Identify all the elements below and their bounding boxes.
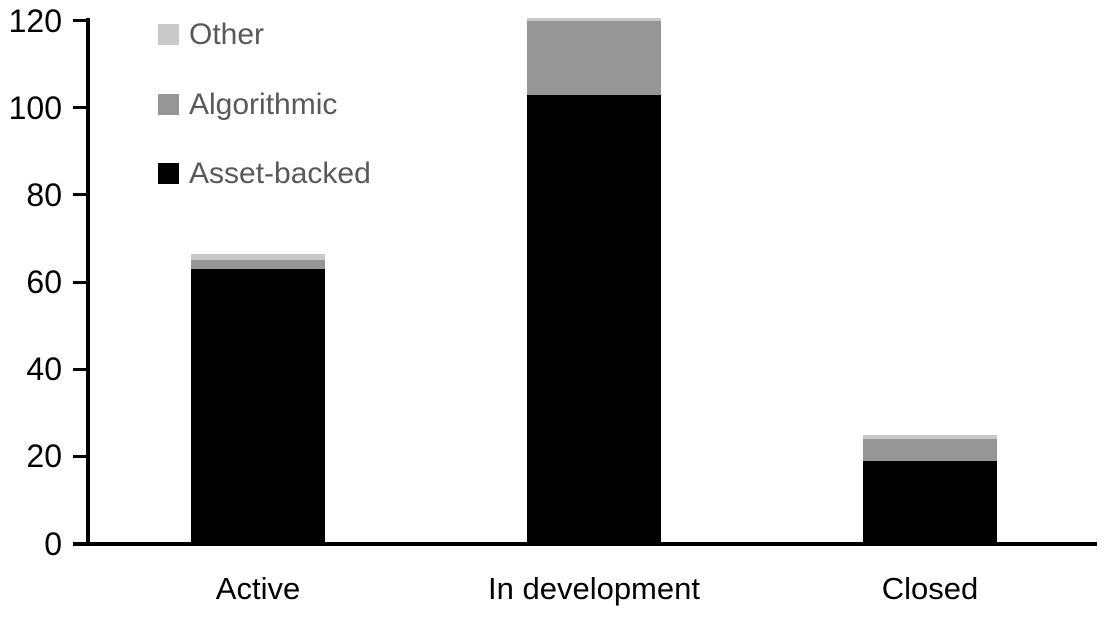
x-axis-label-closed: Closed <box>881 571 979 606</box>
legend-label-algorithmic: Algorithmic <box>189 87 338 121</box>
y-axis-tick-label: 100 <box>8 89 62 126</box>
y-axis-tick <box>73 106 86 110</box>
bar-segment-other-in-development <box>527 18 661 21</box>
y-axis-tick-label: 0 <box>44 525 62 562</box>
y-axis-line <box>86 18 90 546</box>
bar-segment-asset-backed-active <box>191 268 325 544</box>
bar-segment-algorithmic-active <box>191 260 325 269</box>
legend-label-other: Other <box>189 18 265 51</box>
x-axis-label-active: Active <box>215 571 301 606</box>
legend-item-other: Other <box>158 18 265 51</box>
x-axis-line <box>73 542 1097 546</box>
legend-swatch-algorithmic-icon <box>158 93 179 115</box>
legend-item-asset-backed: Asset-backed <box>158 157 371 190</box>
y-axis-tick <box>73 367 86 371</box>
bar-segment-asset-backed-closed <box>863 460 997 544</box>
y-axis-tick <box>73 19 86 23</box>
y-axis-tick-label: 20 <box>26 438 62 475</box>
bar-segment-other-closed <box>863 434 997 439</box>
legend-swatch-asset-backed-icon <box>158 163 179 184</box>
bar-segment-algorithmic-in-development <box>527 20 661 95</box>
x-axis-label-in-development: In development <box>488 571 700 606</box>
legend-item-algorithmic: Algorithmic <box>158 87 338 121</box>
legend-swatch-other-icon <box>158 24 179 45</box>
bar-segment-algorithmic-closed <box>863 438 997 461</box>
y-axis-tick-label: 120 <box>8 2 62 39</box>
y-axis-tick-label: 60 <box>26 264 62 301</box>
legend-label-asset-backed: Asset-backed <box>189 157 371 190</box>
y-axis-tick <box>73 193 86 197</box>
y-axis-tick <box>73 454 86 458</box>
y-axis-tick <box>73 280 86 284</box>
y-axis-tick-label: 40 <box>26 351 62 388</box>
bar-segment-other-active <box>191 253 325 261</box>
bar-segment-asset-backed-in-development <box>527 94 661 544</box>
y-axis-tick-label: 80 <box>26 176 62 213</box>
